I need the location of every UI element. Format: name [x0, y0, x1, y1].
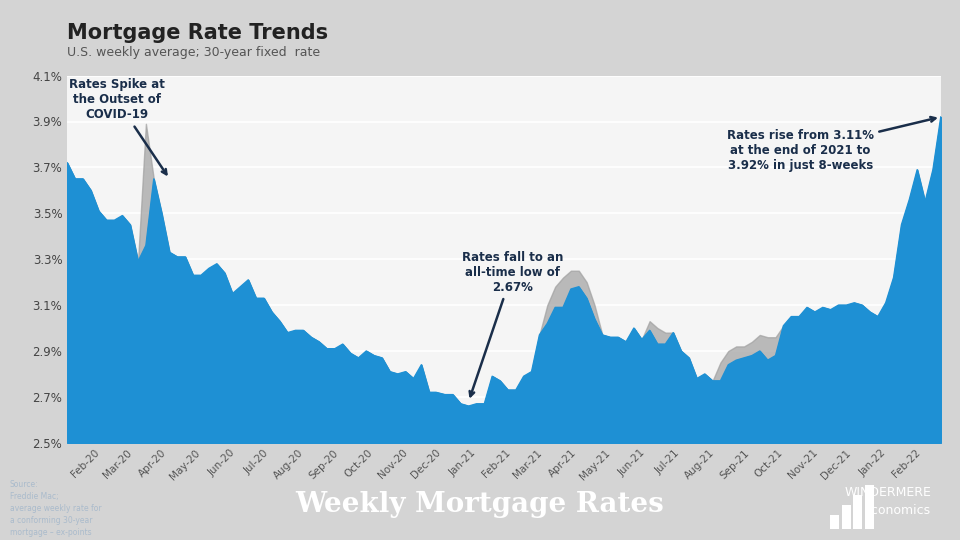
Bar — [853, 495, 862, 529]
Text: Weekly Mortgage Rates: Weekly Mortgage Rates — [296, 491, 664, 518]
Text: Rates Spike at
the Outset of
COVID-19: Rates Spike at the Outset of COVID-19 — [69, 78, 166, 174]
Text: Mortgage Rate Trends: Mortgage Rate Trends — [67, 23, 328, 43]
Text: U.S. weekly average; 30-year fixed  rate: U.S. weekly average; 30-year fixed rate — [67, 46, 321, 59]
Text: WINDERMERE
Economics: WINDERMERE Economics — [845, 486, 931, 517]
Text: Source:
Freddie Mac;
average weekly rate for
a conforming 30-year
mortgage – ex-: Source: Freddie Mac; average weekly rate… — [10, 481, 101, 537]
Bar — [842, 505, 851, 529]
Text: Rates fall to an
all-time low of
2.67%: Rates fall to an all-time low of 2.67% — [462, 251, 564, 396]
Text: Rates rise from 3.11%
at the end of 2021 to
3.92% in just 8-weeks: Rates rise from 3.11% at the end of 2021… — [727, 117, 935, 172]
Bar — [865, 485, 874, 529]
Bar — [830, 515, 839, 529]
